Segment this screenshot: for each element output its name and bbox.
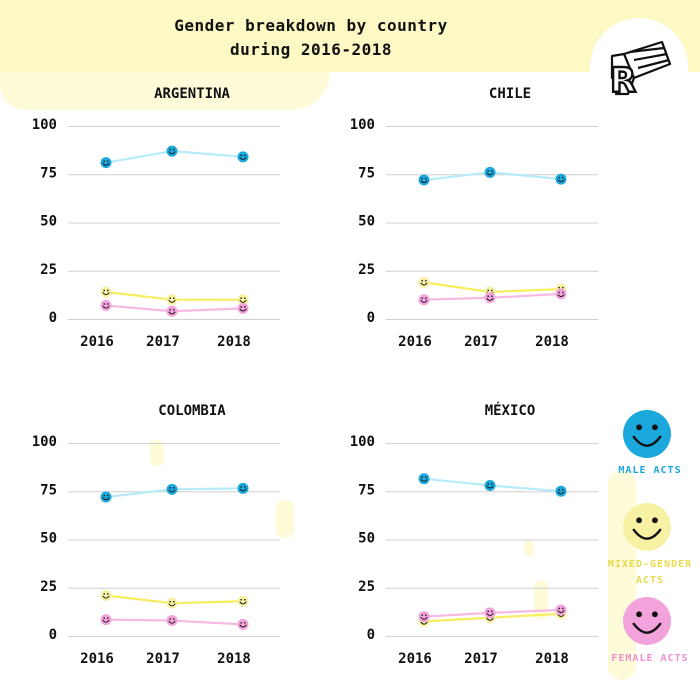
y-tick-label: 100 [32, 434, 57, 450]
chart-country-title: MÉXICO [485, 402, 536, 419]
legend-label-mixed: MIXED-GENDER ACTS [607, 559, 693, 586]
data-point-female [166, 305, 178, 317]
data-point-mixed [237, 595, 249, 607]
data-point-female [484, 292, 496, 304]
data-point-male [237, 482, 249, 494]
data-point-male [555, 173, 567, 185]
data-point-mixed [418, 276, 430, 288]
x-tick-label: 2018 [217, 334, 251, 350]
data-point-mixed [166, 294, 178, 306]
y-tick-label: 0 [49, 627, 57, 643]
data-point-female [237, 618, 249, 630]
header-band [0, 0, 700, 72]
data-point-male [166, 145, 178, 157]
y-tick-label: 75 [358, 482, 375, 498]
data-point-mixed [237, 294, 249, 306]
data-point-male [555, 485, 567, 497]
x-tick-label: 2016 [398, 334, 432, 350]
data-point-female [555, 604, 567, 616]
chart-country-title: ARGENTINA [154, 86, 230, 102]
data-point-female [237, 302, 249, 314]
y-tick-label: 100 [350, 434, 375, 450]
y-tick-label: 100 [32, 117, 57, 133]
legend-smiley-mixed [623, 503, 671, 551]
data-point-male [484, 166, 496, 178]
data-point-mixed [100, 589, 112, 601]
decor-shape [524, 540, 534, 556]
y-tick-label: 75 [358, 165, 375, 181]
y-tick-label: 0 [367, 627, 375, 643]
data-point-female [166, 615, 178, 627]
y-tick-label: 75 [40, 482, 57, 498]
data-point-male [100, 491, 112, 503]
y-tick-label: 50 [40, 531, 57, 547]
data-point-male [418, 174, 430, 186]
x-tick-label: 2016 [80, 334, 114, 350]
smiley-face-icon [623, 410, 671, 458]
y-tick-label: 25 [358, 262, 375, 278]
x-tick-label: 2018 [535, 334, 569, 350]
decor-shape [0, 72, 330, 110]
data-point-male [166, 483, 178, 495]
data-point-male [484, 479, 496, 491]
data-point-female [100, 614, 112, 626]
chart-country-title: COLOMBIA [158, 403, 226, 419]
country-chart: COLOMBIA 0 25 50 75 100 2016 2017 2018 [32, 403, 280, 667]
country-chart: ARGENTINA 0 25 50 75 100 2016 2017 2018 [32, 86, 280, 350]
x-tick-label: 2016 [398, 651, 432, 667]
chart-title-line-1: Gender breakdown by country [174, 16, 448, 35]
decor-shape [150, 440, 164, 466]
chart-title-line-2: during 2016-2018 [229, 40, 393, 59]
data-point-mixed [166, 597, 178, 609]
r-brand-logo-icon: R [590, 18, 688, 116]
y-tick-label: 0 [367, 310, 375, 326]
y-tick-label: 100 [350, 117, 375, 133]
svg-text:R: R [610, 61, 636, 101]
x-tick-label: 2018 [535, 651, 569, 667]
country-chart: CHILE 0 25 50 75 100 2016 2017 2018 [350, 86, 598, 350]
data-point-female [418, 611, 430, 623]
y-tick-label: 50 [358, 531, 375, 547]
y-tick-label: 50 [358, 214, 375, 230]
y-tick-label: 25 [358, 579, 375, 595]
decor-shape [276, 500, 294, 538]
data-point-female [484, 607, 496, 619]
data-point-mixed [100, 286, 112, 298]
data-point-female [555, 288, 567, 300]
x-tick-label: 2017 [464, 651, 498, 667]
smiley-face-icon [623, 503, 671, 551]
y-tick-label: 25 [40, 262, 57, 278]
x-tick-label: 2016 [80, 651, 114, 667]
data-point-female [100, 299, 112, 311]
legend-smiley-male [623, 410, 671, 458]
legend-label-female: FEMALE ACTS [611, 653, 689, 664]
data-point-male [237, 151, 249, 163]
y-tick-label: 25 [40, 579, 57, 595]
x-tick-label: 2017 [146, 651, 180, 667]
y-tick-label: 50 [40, 214, 57, 230]
smiley-face-icon [623, 597, 671, 645]
chart-country-title: CHILE [489, 86, 531, 102]
data-point-male [100, 157, 112, 169]
legend-smiley-female [623, 597, 671, 645]
y-tick-label: 75 [40, 165, 57, 181]
y-tick-label: 0 [49, 310, 57, 326]
data-point-female [418, 294, 430, 306]
data-point-male [418, 473, 430, 485]
country-chart: MÉXICO 0 25 50 75 100 2016 2017 2018 [350, 402, 598, 667]
legend-label-male: MALE ACTS [618, 465, 682, 476]
x-tick-label: 2018 [217, 651, 251, 667]
x-tick-label: 2017 [146, 334, 180, 350]
x-tick-label: 2017 [464, 334, 498, 350]
decor-shape [608, 470, 636, 680]
